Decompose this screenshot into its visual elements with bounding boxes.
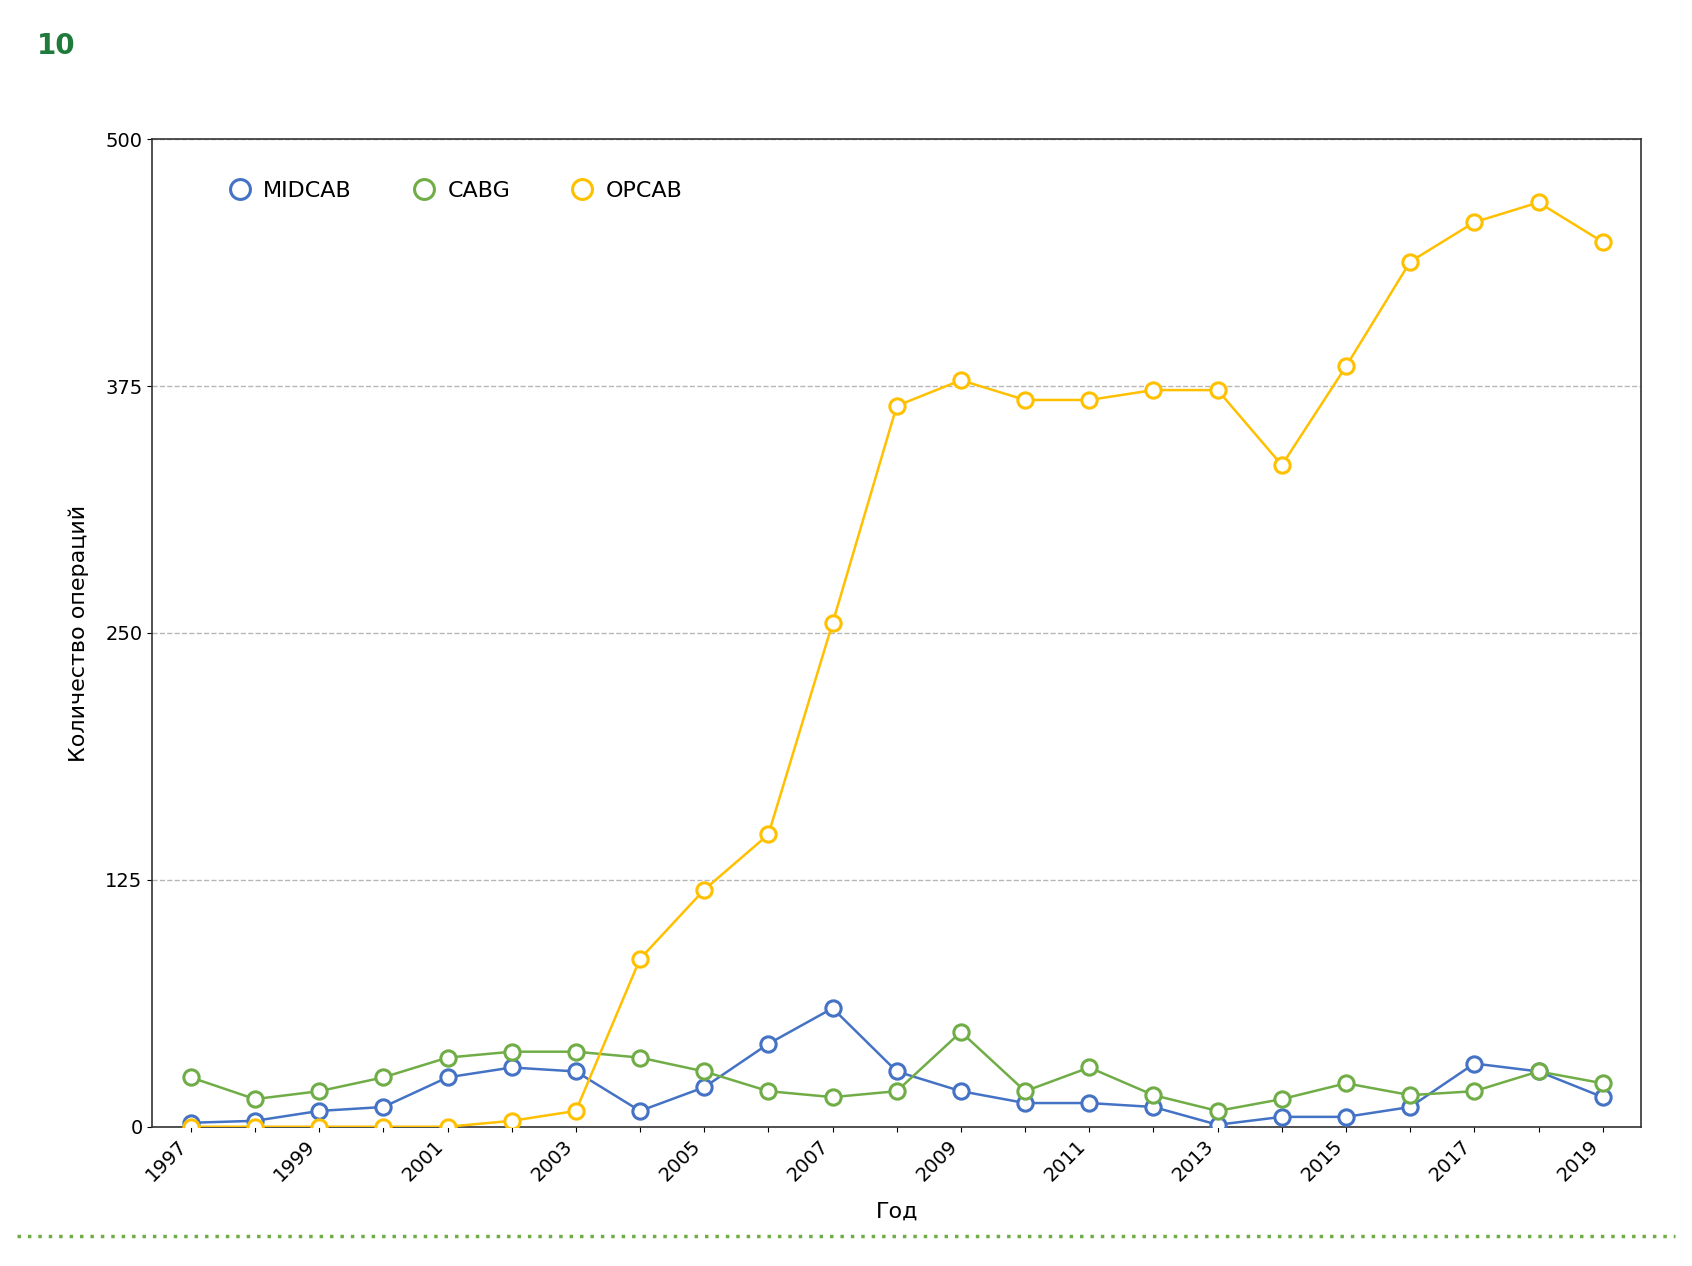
MIDCAB (758, 1036, 778, 1051)
CABG (758, 1084, 778, 1099)
CABG (1399, 1087, 1420, 1103)
OPCAB (951, 372, 971, 387)
OPCAB (1144, 382, 1164, 398)
Line: CABG: CABG (183, 1024, 1611, 1119)
CABG (694, 1063, 714, 1079)
CABG (1015, 1084, 1036, 1099)
CABG (245, 1091, 266, 1106)
CABG (1144, 1087, 1164, 1103)
CABG (310, 1084, 330, 1099)
MIDCAB (1592, 1090, 1612, 1105)
CABG (1079, 1060, 1100, 1075)
MIDCAB (1464, 1056, 1484, 1071)
OPCAB (310, 1119, 330, 1134)
MIDCAB (1079, 1095, 1100, 1110)
MIDCAB (629, 1104, 650, 1119)
CABG (1528, 1063, 1548, 1079)
CABG (1272, 1091, 1293, 1106)
MIDCAB (822, 1000, 843, 1015)
CABG (951, 1024, 971, 1039)
OPCAB (437, 1119, 457, 1134)
MIDCAB (245, 1113, 266, 1128)
CABG (1464, 1084, 1484, 1099)
OPCAB (822, 615, 843, 630)
MIDCAB (1144, 1099, 1164, 1114)
OPCAB (565, 1104, 585, 1119)
CABG (181, 1070, 201, 1085)
MIDCAB (374, 1099, 394, 1114)
CABG (1592, 1076, 1612, 1091)
CABG (501, 1044, 521, 1060)
OPCAB (629, 951, 650, 966)
OPCAB (887, 399, 907, 414)
CABG (565, 1044, 585, 1060)
X-axis label: Год: Год (875, 1201, 919, 1222)
OPCAB (181, 1119, 201, 1134)
OPCAB (245, 1119, 266, 1134)
OPCAB (1528, 195, 1548, 210)
MIDCAB (694, 1080, 714, 1095)
OPCAB (1208, 382, 1228, 398)
CABG (437, 1050, 457, 1065)
OPCAB (694, 882, 714, 898)
MIDCAB (1015, 1095, 1036, 1110)
OPCAB (1272, 457, 1293, 472)
OPCAB (374, 1119, 394, 1134)
Line: OPCAB: OPCAB (183, 195, 1611, 1134)
Text: 10: 10 (37, 32, 76, 60)
MIDCAB (437, 1070, 457, 1085)
OPCAB (1399, 254, 1420, 270)
Legend: MIDCAB, CABG, OPCAB: MIDCAB, CABG, OPCAB (223, 170, 694, 213)
CABG (1337, 1076, 1357, 1091)
CABG (887, 1084, 907, 1099)
Line: MIDCAB: MIDCAB (183, 1000, 1611, 1132)
MIDCAB (1208, 1117, 1228, 1132)
OPCAB (501, 1113, 521, 1128)
CABG (374, 1070, 394, 1085)
MIDCAB (310, 1104, 330, 1119)
OPCAB (1337, 358, 1357, 373)
MIDCAB (1399, 1099, 1420, 1114)
OPCAB (1464, 215, 1484, 230)
OPCAB (1015, 392, 1036, 408)
MIDCAB (951, 1084, 971, 1099)
MIDCAB (181, 1115, 201, 1131)
OPCAB (1592, 234, 1612, 249)
MIDCAB (501, 1060, 521, 1075)
OPCAB (1079, 392, 1100, 408)
Y-axis label: Количество операций: Количество операций (68, 504, 88, 762)
MIDCAB (565, 1063, 585, 1079)
MIDCAB (1337, 1109, 1357, 1124)
MIDCAB (887, 1063, 907, 1079)
CABG (1208, 1104, 1228, 1119)
CABG (822, 1090, 843, 1105)
MIDCAB (1272, 1109, 1293, 1124)
OPCAB (758, 827, 778, 842)
CABG (629, 1050, 650, 1065)
MIDCAB (1528, 1063, 1548, 1079)
